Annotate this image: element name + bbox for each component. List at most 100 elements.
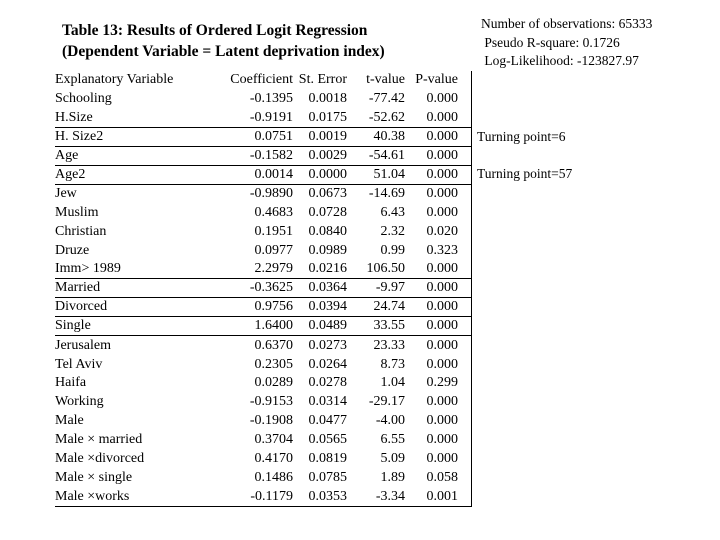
cell-variable: Haifa [55,375,87,391]
cell-variable: Male [55,413,84,429]
cell-t-value: -3.34 [375,488,405,504]
cell-t-value: 5.09 [380,451,406,467]
model-stats: Number of observations: 65333 Pseudo R-s… [481,15,652,71]
cell-p-value: 0.000 [426,413,459,429]
cell-coefficient: -0.3625 [249,280,293,296]
cell-st-error: 0.0216 [308,261,348,277]
table-row: Divorced 0.9756 0.0394 24.74 0.000 [55,298,471,318]
cell-t-value: -4.00 [375,413,405,429]
cell-variable: Jerusalem [55,337,111,353]
table-row: Age2 0.0014 0.0000 51.04 0.000 [55,166,471,185]
cell-p-value: 0.000 [426,451,459,467]
cell-coefficient: 0.9756 [254,299,294,315]
cell-t-value: 24.74 [373,299,406,315]
cell-p-value: 0.000 [426,147,459,163]
cell-st-error: 0.0273 [308,337,348,353]
cell-coefficient: 0.0751 [254,128,294,144]
cell-st-error: 0.0353 [308,488,348,504]
cell-st-error: 0.0264 [308,356,348,372]
cell-p-value: 0.000 [426,128,459,144]
cell-coefficient: 0.0014 [254,166,294,182]
cell-st-error: 0.0394 [308,299,348,315]
cell-coefficient: 0.1486 [254,470,294,486]
cell-coefficient: 0.4170 [254,451,294,467]
cell-t-value: 106.50 [366,261,406,277]
cell-coefficient: 0.6370 [254,337,294,353]
cell-coefficient: -0.9153 [249,394,293,410]
cell-variable: Married [55,280,101,296]
cell-st-error: 0.0278 [308,375,348,391]
cell-variable: Imm> 1989 [55,261,121,277]
cell-variable: Male ×divorced [55,451,145,467]
cell-t-value: -29.17 [368,394,405,410]
cell-p-value: 0.000 [426,299,459,315]
cell-t-value: -9.97 [375,280,405,296]
cell-st-error: 0.0840 [308,223,348,239]
table-row: Male × married 0.3704 0.0565 6.55 0.000 [55,431,471,450]
regression-table: Explanatory Variable Coefficient St. Error… [55,71,472,507]
cell-st-error: 0.0673 [308,186,348,202]
cell-t-value: 6.43 [380,205,406,221]
cell-coefficient: -0.9191 [249,109,293,125]
table-row: Male ×works -0.1179 0.0353 -3.34 0.001 [55,488,471,507]
cell-t-value: -52.62 [368,109,405,125]
cell-coefficient: 0.0289 [254,375,294,391]
cell-st-error: 0.0785 [308,470,348,486]
table-row: Single 1.6400 0.0489 33.55 0.000 [55,317,471,337]
cell-t-value: -14.69 [368,186,405,202]
cell-variable: H. Size2 [55,128,104,144]
column-header-p-value: P-value [415,72,458,88]
cell-coefficient: -0.1179 [250,488,293,504]
table-row: Haifa 0.0289 0.0278 1.04 0.299 [55,374,471,393]
cell-variable: Muslim [55,205,99,221]
cell-t-value: 51.04 [373,166,406,182]
table-row: Jew -0.9890 0.0673 -14.69 0.000 [55,185,471,204]
cell-coefficient: -0.1582 [249,147,293,163]
cell-variable: Age2 [55,166,86,182]
table-row: H. Size2 0.0751 0.0019 40.38 0.000 [55,128,471,147]
table-row: Schooling -0.1395 0.0018 -77.42 0.000 [55,90,471,109]
cell-p-value: 0.000 [426,432,459,448]
cell-variable: Male ×works [55,488,130,504]
table-row: Male ×divorced 0.4170 0.0819 5.09 0.000 [55,450,471,469]
table-row: Male -0.1908 0.0477 -4.00 0.000 [55,412,471,431]
cell-coefficient: 0.1951 [254,223,294,239]
cell-st-error: 0.0175 [308,109,348,125]
cell-t-value: 1.04 [380,375,406,391]
cell-coefficient: 0.4683 [254,205,294,221]
cell-t-value: 40.38 [373,128,406,144]
cell-t-value: 33.55 [373,318,406,334]
column-header-variable: Explanatory Variable [55,72,174,88]
cell-variable: H.Size [55,109,93,125]
cell-coefficient: 2.2979 [254,261,294,277]
cell-coefficient: 1.6400 [254,318,294,334]
cell-p-value: 0.000 [426,280,459,296]
cell-t-value: 2.32 [380,223,406,239]
table-row: Imm> 1989 2.2979 0.0216 106.50 0.000 [55,260,471,280]
table-row: Muslim 0.4683 0.0728 6.43 0.000 [55,204,471,223]
cell-coefficient: -0.9890 [249,186,293,202]
column-header-t-value: t-value [366,72,405,88]
cell-st-error: 0.0565 [308,432,348,448]
cell-coefficient: 0.2305 [254,356,294,372]
cell-t-value: 0.99 [380,242,406,258]
cell-p-value: 0.000 [426,356,459,372]
cell-st-error: 0.0314 [308,394,348,410]
cell-variable: Tel Aviv [55,356,103,372]
cell-t-value: 1.89 [380,470,406,486]
cell-t-value: -77.42 [368,91,405,107]
cell-p-value: 0.000 [426,318,459,334]
table-row: Married -0.3625 0.0364 -9.97 0.000 [55,279,471,299]
table-row: Jerusalem 0.6370 0.0273 23.33 0.000 [55,336,471,355]
cell-variable: Christian [55,223,107,239]
table-title-line1: Table 13: Results of Ordered Logit Regre… [62,22,368,39]
table-row: Christian 0.1951 0.0840 2.32 0.020 [55,223,471,242]
cell-st-error: 0.0477 [308,413,348,429]
cell-p-value: 0.020 [426,223,459,239]
cell-st-error: 0.0029 [308,147,348,163]
table-title: Table 13: Results of Ordered Logit Regre… [62,20,385,62]
cell-t-value: 6.55 [380,432,406,448]
cell-st-error: 0.0019 [308,128,348,144]
cell-coefficient: -0.1908 [249,413,293,429]
